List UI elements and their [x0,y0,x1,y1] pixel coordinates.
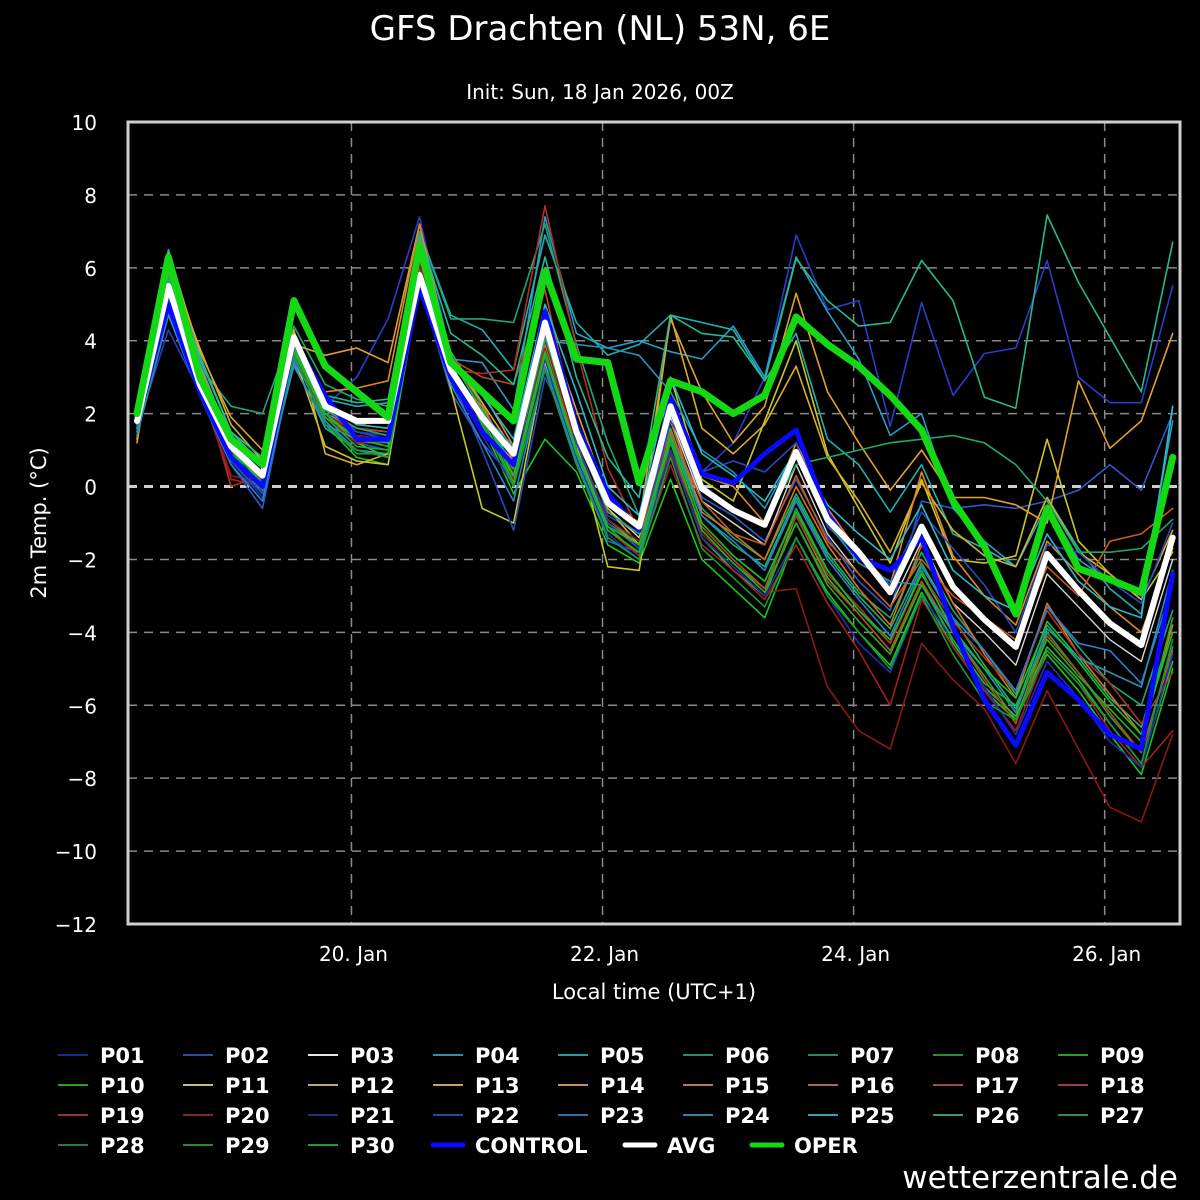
series-line-p30 [136,274,1174,736]
legend-label: OPER [794,1134,858,1158]
legend-label: P20 [225,1104,270,1128]
legend-label: P22 [475,1104,520,1128]
legend-label: P08 [975,1044,1020,1068]
legend-item-p06: P06 [683,1044,770,1068]
legend-item-p27: P27 [1058,1104,1145,1128]
x-tick-label: 20. Jan [319,942,388,966]
legend-item-p30: P30 [308,1134,395,1158]
legend-item-p01: P01 [58,1044,145,1068]
legend-label: P30 [350,1134,395,1158]
legend-item-p04: P04 [433,1044,520,1068]
y-tick-label: 6 [84,257,97,281]
legend-item-p15: P15 [683,1074,770,1098]
legend-item-p25: P25 [808,1104,895,1128]
legend-label: P23 [600,1104,645,1128]
y-tick-label: −4 [68,621,97,645]
y-tick-label: 4 [84,330,97,354]
series-line-avg [134,272,1176,650]
x-axis-ticks: 20. Jan 22. Jan 24. Jan 26. Jan [319,942,1141,966]
y-tick-label: −8 [68,767,97,791]
chart-title: GFS Drachten (NL) 53N, 6E [370,9,831,49]
legend-item-p24: P24 [683,1104,770,1128]
x-axis-label: Local time (UTC+1) [552,980,756,1004]
legend-label: P27 [1100,1104,1145,1128]
legend-label: P09 [1100,1044,1145,1068]
legend-item-p09: P09 [1058,1044,1145,1068]
plot-frame [126,120,1182,926]
legend-label: P03 [350,1044,395,1068]
legend-item-p17: P17 [933,1074,1020,1098]
legend-item-p13: P13 [433,1074,520,1098]
legend-label: P10 [100,1074,145,1098]
legend-item-oper: OPER [749,1134,858,1158]
y-tick-label: −10 [55,840,97,864]
legend-item-p10: P10 [58,1074,145,1098]
legend-item-p12: P12 [308,1074,395,1098]
legend-label: P24 [725,1104,770,1128]
y-axis-label: 2m Temp. (°C) [27,447,51,598]
credit-watermark: wetterzentrale.de [902,1160,1178,1196]
legend-label: P29 [225,1134,270,1158]
legend-item-p18: P18 [1058,1074,1145,1098]
y-tick-label: −2 [68,548,97,572]
legend-label: P16 [850,1074,895,1098]
legend-label: P06 [725,1044,770,1068]
legend-item-p23: P23 [558,1104,645,1128]
legend-item-p22: P22 [433,1104,520,1128]
legend-item-p16: P16 [808,1074,895,1098]
x-tick-label: 22. Jan [570,942,639,966]
y-tick-label: −12 [55,913,97,937]
legend-item-p21: P21 [308,1104,395,1128]
y-tick-label: 8 [84,184,97,208]
legend-item-p26: P26 [933,1104,1020,1128]
chart-subtitle: Init: Sun, 18 Jan 2026, 00Z [466,80,734,104]
legend-label: P01 [100,1044,145,1068]
legend-item-p28: P28 [58,1134,145,1158]
legend-label: P07 [850,1044,895,1068]
legend-label: P21 [350,1104,395,1128]
legend-label: P17 [975,1074,1020,1098]
legend-item-p07: P07 [808,1044,895,1068]
legend-label: P14 [600,1074,645,1098]
legend-label: P19 [100,1104,145,1128]
y-tick-label: −6 [68,694,97,718]
legend-label: P04 [475,1044,520,1068]
y-tick-label: 2 [84,403,97,427]
legend-item-p02: P02 [183,1044,270,1068]
legend-item-control: CONTROL [430,1134,588,1158]
legend-item-avg: AVG [622,1134,715,1158]
legend-item-p19: P19 [58,1104,145,1128]
legend-item-p29: P29 [183,1134,270,1158]
legend-label: P15 [725,1074,770,1098]
legend-label: P18 [1100,1074,1145,1098]
legend-label: AVG [667,1134,715,1158]
legend-label: P26 [975,1104,1020,1128]
x-tick-label: 24. Jan [821,942,890,966]
series-line-p29 [136,277,1174,743]
legend-label: P05 [600,1044,645,1068]
legend-label: P11 [225,1074,270,1098]
series-lines [133,205,1177,823]
series-line-p28 [136,281,1174,765]
legend-item-p03: P03 [308,1044,395,1068]
legend-label: P28 [100,1134,145,1158]
y-tick-label: 0 [84,476,97,500]
y-tick-label: 10 [72,111,97,135]
legend-label: CONTROL [475,1134,588,1158]
legend: P01 P02 P03 P04 P05 P06 P07 P08 P09 P10 P11 P12 P13 P… [58,1044,1145,1158]
legend-item-p05: P05 [558,1044,645,1068]
legend-item-p11: P11 [183,1074,270,1098]
legend-label: P12 [350,1074,395,1098]
legend-item-p14: P14 [558,1074,645,1098]
legend-item-p08: P08 [933,1044,1020,1068]
x-tick-label: 26. Jan [1072,942,1141,966]
series-line-oper [133,242,1177,618]
legend-label: P25 [850,1104,895,1128]
series-line-p24 [136,288,1174,714]
legend-item-p20: P20 [183,1104,270,1128]
y-axis-ticks: 10 8 6 4 2 0 −2 −4 −6 −8 −10 −12 [55,111,97,937]
legend-label: P02 [225,1044,270,1068]
legend-label: P13 [475,1074,520,1098]
